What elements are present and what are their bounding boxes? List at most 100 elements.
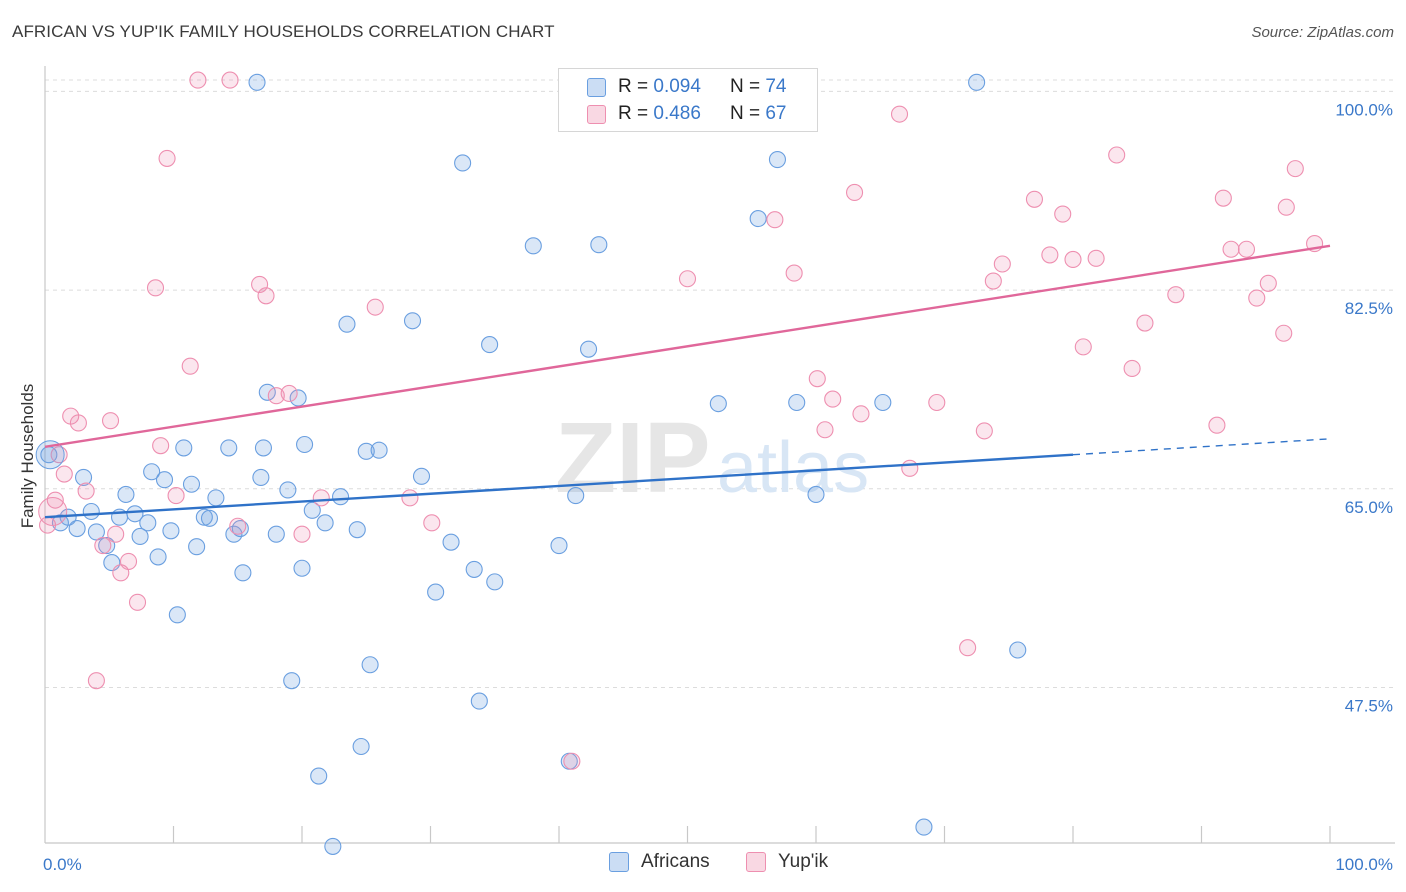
data-point [993,255,1011,273]
data-point [229,517,247,535]
data-point [257,287,275,305]
n-label: N = [729,103,761,124]
data-point [338,315,356,333]
series-yupik [39,71,1324,770]
data-point [470,692,488,710]
data-point [1275,324,1293,342]
data-point [331,488,350,506]
bottom-legend-yupik: Yup'ik [746,851,828,873]
data-point [220,439,238,457]
data-point [1259,274,1277,292]
data-point [1074,338,1092,356]
data-point [928,393,946,412]
data-point [709,395,727,413]
legend: R = 0.094 N = 74 R = 0.486 N = 67 [558,68,818,132]
data-point [316,514,334,532]
data-point [310,767,328,785]
data-point [401,489,419,507]
yupik-trend-line [44,244,1331,448]
data-point [254,439,273,457]
data-point [207,489,225,507]
data-point [563,752,581,770]
y-tick-label: 65.0% [1345,498,1393,517]
data-point [87,672,105,690]
data-point [175,439,193,457]
data-point [126,505,144,523]
data-point [1087,249,1105,267]
data-point [131,527,149,546]
data-point [590,236,608,254]
data-point [188,538,206,556]
data-point [550,537,568,555]
data-point [845,183,864,202]
data-point [162,522,180,540]
data-point [46,491,64,509]
data-point [258,383,276,401]
data-point [808,370,826,388]
data-point [874,393,892,412]
data-point [1025,190,1043,208]
data-point [289,389,307,407]
data-point [567,487,585,505]
gridlines [45,79,1395,688]
chart-title: AFRICAN VS YUP'IK FAMILY HOUSEHOLDS CORR… [12,22,555,41]
data-point [146,279,165,297]
y-axis-label: Family Households [18,384,37,529]
n-value: 67 [765,103,787,124]
data-point [348,521,366,539]
data-point [423,514,441,532]
data-point-cluster [35,440,65,470]
data-point [959,639,977,657]
data-point [486,573,504,591]
data-point [117,485,135,504]
data-point [412,467,431,485]
data-point [678,270,697,288]
data-point [55,465,73,483]
data-point [68,519,86,538]
y-tick-label: 82.5% [1345,299,1393,318]
africans-trend-extension [1072,438,1331,456]
data-point [357,442,375,460]
data-point [1123,359,1141,377]
data-point [403,312,422,330]
data-point [852,405,870,423]
data-point [69,414,87,432]
data-point [231,519,249,538]
data-point [580,340,598,358]
data-point [312,489,330,507]
data-point [189,71,207,89]
n-value: 74 [765,76,787,97]
data-point [195,508,213,526]
data-point [82,502,100,521]
source-label: Source: ZipAtlas.com [1251,24,1394,41]
data-point [296,435,314,454]
data-point [768,151,787,169]
x-tick-label: 0.0% [43,855,82,874]
data-point [1214,189,1232,207]
data-point [968,73,986,91]
data-point [785,264,803,282]
data-point [427,583,445,601]
data-point [75,468,93,486]
data-point [1222,240,1240,258]
data-point [816,421,834,439]
data-point [465,560,483,578]
data-point [975,422,993,440]
data-point [293,525,311,543]
data-point [234,564,252,582]
data-point [890,105,909,123]
data-point [766,211,784,229]
data-point [221,71,239,89]
data-point [366,298,384,316]
data-point [1136,314,1154,332]
data-point [168,606,186,624]
data-point [454,154,472,172]
data-point [1054,205,1072,223]
data-point [1167,286,1185,304]
data-point [370,441,388,459]
data-point [149,548,167,566]
data-point [293,559,311,577]
data-point [352,737,370,756]
yupik-swatch [746,852,766,872]
data-point [807,485,825,504]
